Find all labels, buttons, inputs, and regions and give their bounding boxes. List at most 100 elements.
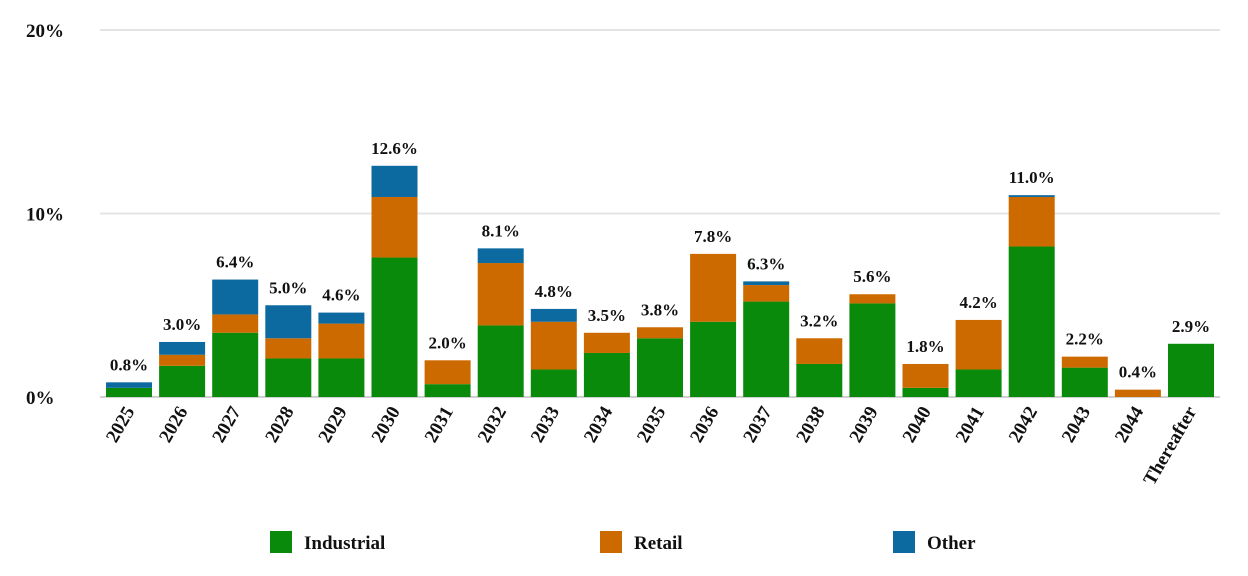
data-label-2041: 4.2%	[959, 293, 997, 312]
data-label-2033: 4.8%	[535, 282, 573, 301]
bar-retail-2033	[530, 321, 577, 370]
y-tick-label: 20%	[26, 21, 64, 42]
bar-industrial-2030	[371, 257, 418, 397]
legend-label-retail: Retail	[634, 533, 683, 554]
bar-retail-2030	[371, 196, 418, 258]
data-label-2032: 8.1%	[482, 221, 520, 240]
bar-retail-2043	[1061, 356, 1108, 368]
bar-retail-2044	[1114, 389, 1161, 397]
data-label-2027: 6.4%	[216, 253, 254, 272]
bar-retail-2028	[265, 338, 312, 359]
x-tick-label-2031: 2031	[421, 403, 458, 446]
bar-industrial-2031	[424, 384, 471, 397]
bar-other-2025	[106, 382, 152, 388]
data-label-2031: 2.0%	[428, 333, 466, 352]
bar-industrial-2039	[849, 303, 896, 397]
bar-other-2037	[743, 281, 790, 286]
bar-retail-2031	[424, 360, 471, 385]
bar-other-2026	[159, 341, 206, 355]
bar-industrial-2033	[530, 369, 577, 397]
legend-swatch-retail	[600, 531, 622, 553]
x-tick-label-2040: 2040	[899, 403, 936, 446]
x-tick-label-thereafter: Thereafter	[1140, 403, 1202, 490]
data-label-2030: 12.6%	[371, 139, 418, 158]
bar-retail-2029	[318, 323, 365, 359]
bar-industrial-2029	[318, 358, 365, 397]
data-label-2025: 0.8%	[110, 355, 148, 374]
y-tick-label: 0%	[26, 388, 55, 409]
data-label-2036: 7.8%	[694, 227, 732, 246]
bar-other-2029	[318, 312, 365, 324]
data-label-2035: 3.8%	[641, 300, 679, 319]
data-label-2039: 5.6%	[853, 267, 891, 286]
bar-retail-2037	[743, 285, 790, 302]
data-label-2040: 1.8%	[906, 337, 944, 356]
x-tick-label-2041: 2041	[952, 403, 989, 446]
bar-retail-2036	[690, 253, 737, 322]
bar-retail-2038	[796, 338, 843, 364]
bar-other-2027	[212, 279, 259, 315]
bar-retail-2034	[583, 332, 630, 353]
bar-industrial-2025	[106, 387, 152, 397]
data-label-thereafter: 2.9%	[1172, 317, 1210, 336]
x-tick-label-2032: 2032	[474, 403, 511, 446]
bars	[106, 165, 1214, 397]
x-tick-label-2044: 2044	[1111, 403, 1148, 447]
x-tick-label-2036: 2036	[686, 403, 723, 446]
x-tick-label-2028: 2028	[261, 403, 298, 446]
bar-industrial-2028	[265, 358, 312, 397]
bar-retail-2027	[212, 314, 259, 333]
bar-other-2042	[1008, 195, 1055, 197]
bar-other-2028	[265, 305, 312, 339]
bar-industrial-2043	[1061, 367, 1108, 397]
bar-industrial-2026	[159, 365, 206, 397]
y-tick-label: 10%	[26, 205, 64, 226]
data-labels: 0.8% 3.0% 6.4% 5.0% 4.6% 12.6% 2.0% 8.1% 4.8% 3.5…	[110, 139, 1210, 382]
data-label-2042: 11.0%	[1009, 168, 1055, 187]
bar-other-2030	[371, 165, 418, 197]
bar-industrial-2037	[743, 301, 790, 397]
bar-industrial-2036	[690, 321, 737, 397]
bar-other-2032	[477, 248, 524, 264]
x-tick-label-2029: 2029	[315, 403, 352, 446]
x-tick-label-2033: 2033	[527, 403, 564, 446]
bar-retail-2042	[1008, 196, 1055, 247]
bar-retail-2040	[902, 363, 949, 388]
bar-retail-2026	[159, 354, 206, 366]
bar-retail-2039	[849, 294, 896, 304]
bar-industrial-2027	[212, 332, 259, 397]
data-label-2034: 3.5%	[588, 306, 626, 325]
x-axis: 2025 2026 2027 2028 2029 2030 2031 2032 2033 2034…	[102, 403, 1201, 490]
bar-industrial-2040	[902, 387, 949, 397]
legend-label-industrial: Industrial	[304, 533, 385, 554]
bar-industrial-thereafter	[1168, 343, 1214, 397]
data-label-2043: 2.2%	[1066, 330, 1104, 349]
bar-industrial-2042	[1008, 246, 1055, 397]
legend-swatch-other	[893, 531, 915, 553]
x-tick-label-2026: 2026	[155, 403, 192, 446]
bar-retail-2035	[637, 327, 683, 339]
data-label-2044: 0.4%	[1119, 363, 1157, 382]
y-axis: 0% 10% 20%	[26, 21, 64, 409]
data-label-2026: 3.0%	[163, 315, 201, 334]
bar-other-2033	[530, 308, 577, 322]
x-tick-label-2030: 2030	[368, 403, 405, 446]
bar-industrial-2038	[796, 363, 843, 397]
bar-industrial-2035	[637, 338, 683, 397]
data-label-2029: 4.6%	[322, 286, 360, 305]
data-label-2028: 5.0%	[269, 278, 307, 297]
bar-industrial-2041	[955, 369, 1002, 397]
x-tick-label-2039: 2039	[846, 403, 883, 446]
data-label-2038: 3.2%	[800, 311, 838, 330]
legend-swatch-industrial	[270, 531, 292, 553]
bar-retail-2041	[955, 319, 1002, 370]
legend: Industrial Retail Other	[270, 531, 976, 554]
x-tick-label-2034: 2034	[580, 403, 617, 447]
legend-label-other: Other	[927, 533, 976, 554]
data-label-2037: 6.3%	[747, 254, 785, 273]
x-tick-label-2025: 2025	[102, 403, 139, 446]
x-tick-label-2038: 2038	[792, 403, 829, 446]
bar-industrial-2034	[583, 352, 630, 397]
bar-retail-2032	[477, 263, 524, 326]
